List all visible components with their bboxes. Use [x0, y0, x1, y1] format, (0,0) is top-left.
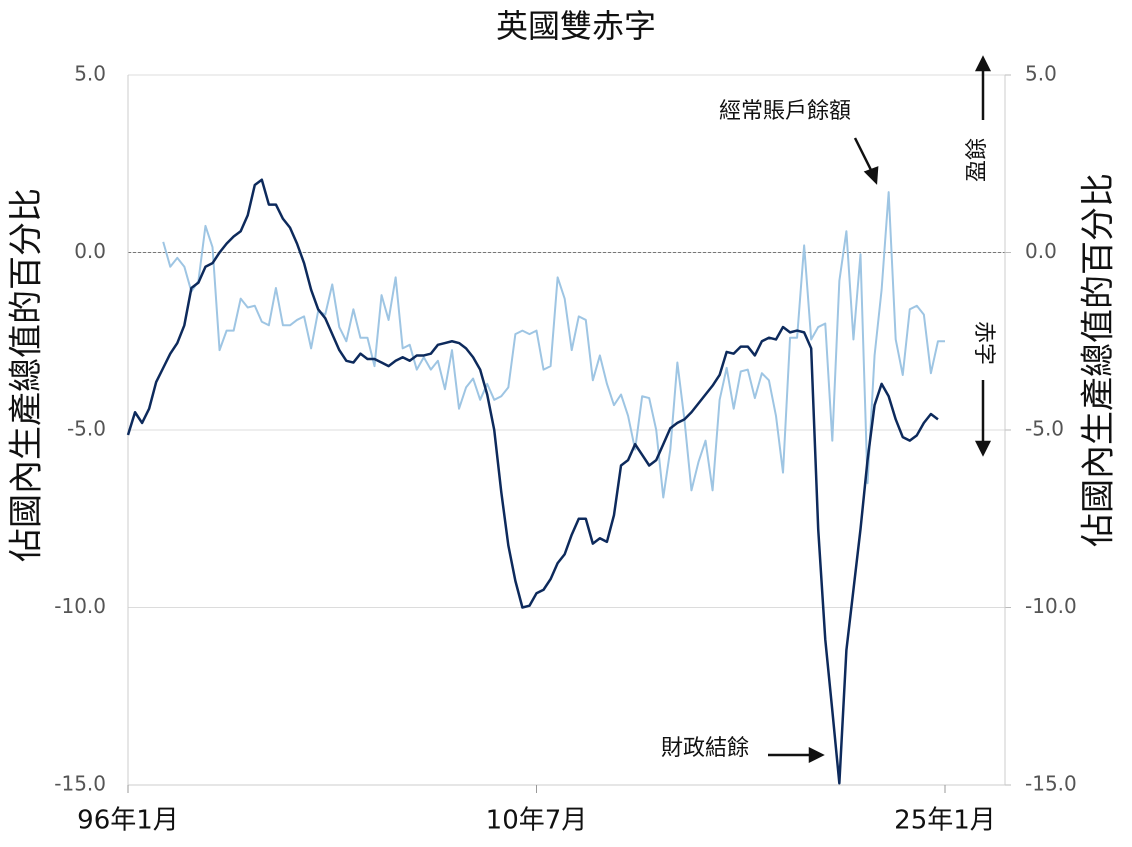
y-tick-label: 5.0 — [74, 62, 106, 86]
y-tick-label: -10.0 — [54, 594, 106, 618]
series-line — [126, 178, 939, 785]
arrow-head — [974, 55, 992, 72]
plot: -15.0 -10.0 -5.0 0.0 5.0 -15.0 -10.0 -5.0 0.0 5.0… — [54, 62, 1077, 836]
y2-tick-label: 0.0 — [1025, 239, 1057, 263]
x-tick-label: 10年7月 — [486, 806, 588, 836]
y-axis-label: 佔國內生產總值的百分比 — [7, 188, 47, 562]
y-tick-label: -5.0 — [67, 417, 106, 441]
y2-axis-label: 佔國內生產總值的百分比 — [1079, 173, 1119, 547]
arrow-head — [863, 166, 879, 185]
x-tick-label: 96年1月 — [77, 806, 179, 836]
y2-tick-label: -15.0 — [1025, 772, 1077, 796]
arrow-head — [974, 440, 992, 457]
y2-tick-label: -5.0 — [1025, 417, 1064, 441]
arrow — [853, 137, 874, 173]
arrow-head — [808, 746, 825, 764]
y-tick-label: -15.0 — [54, 772, 106, 796]
x-tick-label: 25年1月 — [894, 806, 996, 836]
annotation: 經常賬戶餘額 — [719, 99, 851, 124]
y-tick-label: 0.0 — [74, 239, 106, 263]
y2-tick-label: -10.0 — [1025, 594, 1077, 618]
chart-title: 英國雙赤字 — [496, 7, 656, 45]
surplus-label: 盈餘 — [965, 138, 990, 182]
annotation: 財政結餘 — [661, 736, 749, 761]
series-line — [162, 191, 945, 499]
y2-tick-label: 5.0 — [1025, 62, 1057, 86]
annotation-arrows — [768, 55, 992, 764]
deficit-label: 赤字 — [971, 321, 996, 365]
